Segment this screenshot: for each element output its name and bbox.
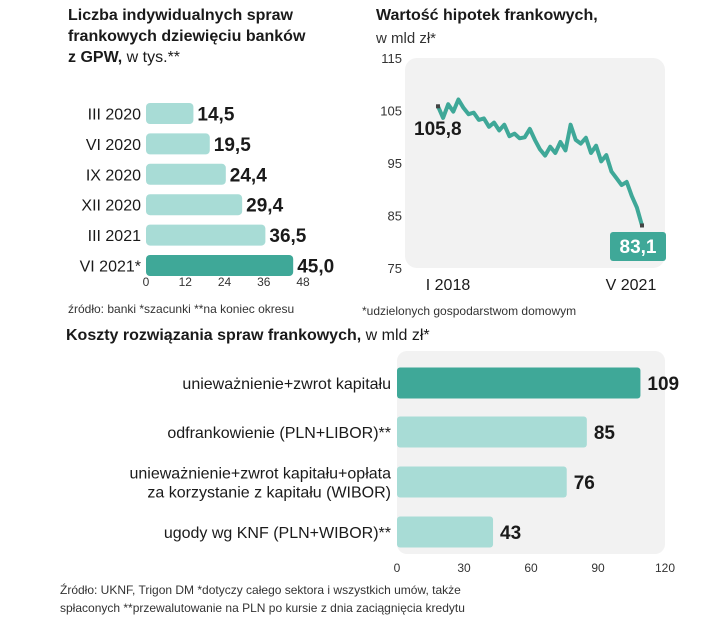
cases-bar [146,255,294,276]
costs-category-label: odfrankowienie (PLN+LIBOR)** [167,425,391,442]
cases-x-tick-label: 0 [143,275,150,289]
mortgage-plot-area [405,58,665,268]
cases-bar [146,103,194,124]
cases-bar-chart: III 2020 14,5 VI 2020 19,5 IX 2020 24,4 XII 20… [80,103,334,289]
costs-bar [397,466,567,498]
costs-x-tick-label: 0 [394,561,401,575]
mortgage-start-label: 105,8 [414,119,462,140]
mortgage-line-chart: 115 105 95 85 75 105,8 83,1 I 2018 V 2021 [380,51,666,294]
cases-x-tick-label: 12 [179,275,193,289]
mortgage-x-label-start: I 2018 [426,277,471,294]
left-title-line-3: z GPW, w tys.** [68,47,305,68]
cases-bar [146,163,226,185]
costs-value-label: 109 [647,374,679,395]
costs-category-label: za korzystanie z kapitału (WIBOR) [147,485,391,502]
cases-value-label: 14,5 [197,105,234,126]
left-title-unit: w tys.** [122,49,181,66]
mortgage-series-line [436,97,644,228]
mortgage-y-tick-label: 75 [388,261,402,276]
cases-x-tick-label: 24 [218,275,232,289]
costs-value-label: 85 [594,423,616,444]
costs-value-label: 43 [500,523,521,544]
mortgage-end-label: 83,1 [620,237,657,258]
cases-value-label: 24,4 [230,165,267,186]
cases-value-label: 45,0 [297,257,334,278]
costs-bar [397,516,494,548]
cases-category-label: XII 2020 [81,198,141,215]
left-source: źródło: banki *szacunki **na koniec okre… [68,302,295,316]
bottom-title-main: Koszty rozwiązania spraw frankowych, [66,327,362,344]
cases-value-label: 29,4 [246,196,283,217]
left-chart-title: Liczba indywidualnych spraw frankowych d… [68,5,305,68]
cases-category-label: III 2020 [88,107,141,124]
cases-value-label: 36,5 [269,226,306,247]
cases-category-label: VI 2021* [80,259,141,276]
costs-x-tick-label: 30 [457,561,471,575]
costs-bar [397,416,587,448]
cases-bar [146,224,266,246]
cases-x-tick-label: 36 [257,275,271,289]
mortgage-y-tick-label: 85 [388,209,402,224]
cases-category-label: VI 2020 [86,137,141,154]
cases-bar [146,194,243,216]
costs-bar-chart: unieważnienie+zwrot kapitału 109 odfrankow… [129,351,679,575]
mortgage-y-tick-label: 95 [388,156,402,171]
bottom-source-line-2: spłaconych **przewalutowanie na PLN po k… [60,601,465,615]
mortgage-y-tick-label: 115 [381,51,402,66]
costs-category-label: unieważnienie+zwrot kapitału [182,376,391,393]
costs-value-label: 76 [574,473,595,494]
costs-bar [397,367,641,399]
bottom-chart-title: Koszty rozwiązania spraw frankowych, w m… [66,325,430,346]
mortgage-end-point [640,223,644,228]
cases-category-label: IX 2020 [86,167,141,184]
costs-category-label: unieważnienie+zwrot kapitału+opłata [129,466,391,483]
right-footnote: *udzielonych gospodarstwom domowym [362,304,577,318]
left-title-last: z GPW, [68,49,123,66]
cases-value-label: 19,5 [214,135,251,156]
bottom-source-line-1: Źródło: UKNF, Trigon DM *dotyczy całego … [60,583,461,597]
cases-category-label: III 2021 [88,228,141,245]
costs-category-label: ugody wg KNF (PLN+WIBOR)** [164,525,391,542]
costs-x-tick-label: 120 [655,561,675,575]
mortgage-end-label-box [610,232,666,261]
costs-x-tick-label: 60 [524,561,538,575]
left-title-line-1: Liczba indywidualnych spraw [68,7,293,24]
costs-x-tick-label: 90 [591,561,605,575]
right-chart-title: Wartość hipotek frankowych, [376,7,598,24]
right-chart-subtitle: w mld zł* [376,30,437,47]
costs-plot-area [397,351,665,554]
cases-bar [146,133,210,155]
mortgage-y-tick-label: 105 [380,104,402,119]
mortgage-x-label-end: V 2021 [606,277,657,294]
bottom-title-unit: w mld zł* [361,327,430,344]
left-title-line-2: frankowych dziewięciu banków [68,28,306,45]
mortgage-start-point [436,104,440,109]
cases-x-tick-label: 48 [296,275,310,289]
